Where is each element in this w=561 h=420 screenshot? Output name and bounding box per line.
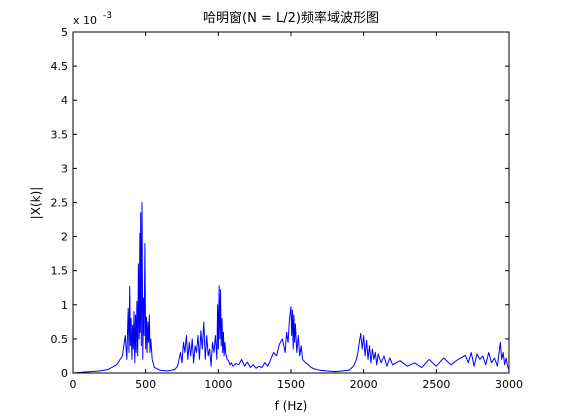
plot-area (72, 202, 510, 374)
y-tick-label: 4 (61, 94, 68, 107)
y-exponent-label: x 10 (73, 14, 97, 27)
y-exponent-power: -3 (103, 11, 112, 21)
y-tick-label: 3 (61, 162, 68, 175)
x-tick-label: 2500 (422, 378, 450, 391)
x-tick-label: 1500 (277, 378, 305, 391)
y-tick-label: 2 (61, 231, 68, 244)
y-tick-label: 1.5 (51, 265, 69, 278)
x-tick-label: 500 (135, 378, 156, 391)
y-tick-label: 0 (61, 367, 68, 380)
x-axis-label: f (Hz) (275, 399, 308, 413)
x-tick-label: 0 (70, 378, 77, 391)
axis-ticks: 0 500 1000 1500 2000 2500 3000 0 0.5 1 1.5 2 2.5 3 3.5… (51, 26, 524, 391)
y-tick-label: 2.5 (51, 197, 69, 210)
y-tick-label: 0.5 (51, 333, 69, 346)
x-tick-label: 1000 (204, 378, 232, 391)
y-tick-label: 1 (61, 299, 68, 312)
x-tick-label: 3000 (495, 378, 523, 391)
y-tick-label: 3.5 (51, 128, 69, 141)
y-axis-label: |X(k)| (29, 187, 43, 220)
x-tick-label: 2000 (350, 378, 378, 391)
y-tick-label: 4.5 (51, 60, 69, 73)
chart-title: 哈明窗(N = L/2)频率域波形图 (203, 10, 379, 26)
spectrum-series-line (72, 202, 510, 374)
y-tick-label: 5 (61, 26, 68, 39)
